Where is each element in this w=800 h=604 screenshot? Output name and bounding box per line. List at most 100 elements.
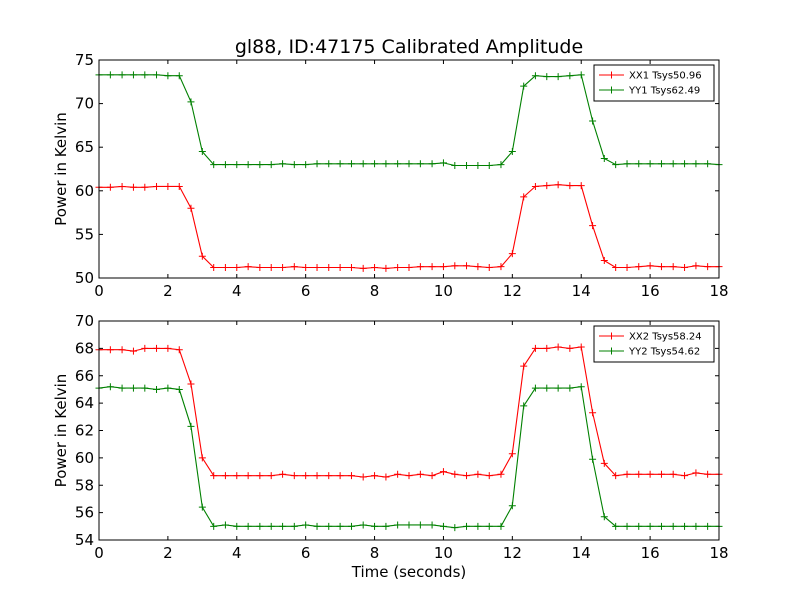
data-point [451,524,459,532]
data-point [428,263,436,271]
data-point [566,384,574,392]
data-point [187,204,195,212]
data-point [302,161,310,169]
data-point [405,521,413,529]
data-point [256,522,264,530]
data-point [290,472,298,480]
data-point [141,344,149,352]
data-point [681,264,689,272]
data-point [129,384,137,392]
data-point [646,160,654,168]
data-point [520,82,528,90]
data-point [210,522,218,530]
y-tick-label: 70 [75,95,94,113]
y-tick-label: 62 [75,422,94,440]
x-tick-label: 12 [503,544,522,562]
data-point [405,472,413,480]
data-point [175,182,183,190]
data-point [485,472,493,480]
data-point [198,454,206,462]
data-point [439,468,447,476]
x-tick-label: 16 [641,282,660,300]
data-point [508,250,516,258]
data-point [474,522,482,530]
data-point [336,472,344,480]
data-point [451,162,459,170]
data-point [692,469,700,477]
data-point [313,522,321,530]
y-tick-label: 60 [75,449,94,467]
x-tick-label: 0 [94,282,104,300]
data-point [600,459,608,467]
data-point [657,522,665,530]
data-point [129,71,137,79]
data-point [543,384,551,392]
data-point [267,161,275,169]
data-point [657,470,665,478]
data-point [704,470,712,478]
y-tick-label: 56 [75,504,94,522]
data-point [164,384,172,392]
data-point [394,160,402,168]
data-point [153,71,161,79]
data-point [520,193,528,201]
data-point [233,161,241,169]
data-point [635,522,643,530]
x-tick-label: 8 [370,282,380,300]
x-tick-label: 4 [232,282,242,300]
legend-item: YY1 Tsys62.49 [599,86,700,97]
data-point [371,472,379,480]
data-point [463,522,471,530]
data-point [141,183,149,191]
data-point [106,383,114,391]
data-point [129,347,137,355]
data-point [382,522,390,530]
data-point [325,522,333,530]
data-point [256,472,264,480]
data-point [325,264,333,272]
legend-label: XX2 Tsys58.24 [629,332,702,343]
legend: XX2 Tsys58.24 YY2 Tsys54.62 [593,325,715,363]
x-tick-label: 18 [709,282,728,300]
data-point [106,183,114,191]
data-point [359,160,367,168]
data-point [428,521,436,529]
data-point [474,162,482,170]
x-tick-label: 0 [94,544,104,562]
data-point [175,346,183,354]
data-point [141,71,149,79]
data-point [485,162,493,170]
data-point [233,522,241,530]
series-1 [95,343,723,481]
data-point [416,521,424,529]
data-point [669,160,677,168]
data-point [153,344,161,352]
legend-swatch-marker [608,71,615,79]
data-point [198,148,206,156]
data-point [118,71,126,79]
data-point [371,160,379,168]
x-tick-label: 6 [301,544,311,562]
data-point [302,264,310,272]
data-point [692,262,700,270]
data-point [692,160,700,168]
data-point [164,72,172,80]
data-point [118,384,126,392]
data-point [635,263,643,271]
legend-swatch-marker [608,347,615,355]
data-point [566,344,574,352]
data-point [508,148,516,156]
data-point [394,521,402,529]
data-point [382,264,390,272]
data-point [267,472,275,480]
data-point [129,183,137,191]
data-point [313,160,321,168]
data-point [589,222,597,230]
data-point [244,522,252,530]
data-point [531,182,539,190]
y-axis-label: Power in Kelvin [52,112,70,226]
data-point [382,473,390,481]
data-point [577,71,585,79]
data-point [244,472,252,480]
